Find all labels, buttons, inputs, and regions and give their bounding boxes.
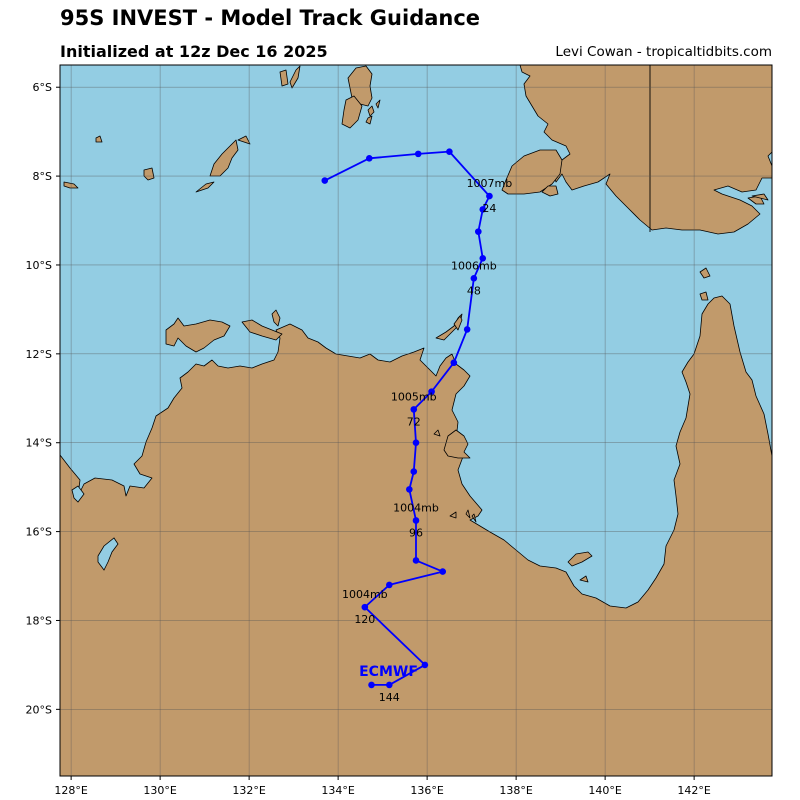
forecast-hour-label: 144 (379, 691, 400, 704)
track-point (414, 150, 422, 158)
pressure-label: 1006mb (451, 259, 497, 272)
track-point (368, 681, 375, 689)
track-point (428, 388, 435, 395)
track-point (412, 557, 420, 564)
lat-tick-label: 6°S (33, 81, 52, 94)
land-islet (699, 267, 711, 279)
track-point (486, 192, 493, 200)
track-point (406, 486, 413, 493)
land-islet (143, 167, 155, 181)
lake (97, 537, 119, 571)
track-point (365, 155, 373, 162)
lon-tick-label: 134°E (321, 784, 354, 797)
land-cobourg (241, 319, 283, 341)
land-islet (541, 185, 559, 197)
track-point (439, 568, 447, 575)
land-islet (195, 181, 215, 193)
forecast-hour-label: 48 (467, 284, 481, 297)
land-islet (449, 511, 457, 519)
land-islet (271, 309, 281, 327)
land-islet (433, 429, 441, 437)
lat-tick-label: 18°S (26, 614, 52, 627)
lat-tick-label: 14°S (26, 437, 52, 450)
pressure-label: 1005mb (391, 390, 437, 403)
map-frame (59, 64, 773, 777)
track-point (386, 581, 393, 589)
track-point (450, 359, 458, 367)
forecast-hour-label: 96 (409, 526, 423, 539)
lat-tick-label: 10°S (26, 259, 52, 272)
land-islet (375, 99, 381, 109)
forecast-hour-label: 24 (482, 202, 496, 215)
track-point (479, 255, 487, 262)
credit-text: Levi Cowan - tropicaltidbits.com (555, 44, 772, 60)
pressure-label: 1007mb (467, 177, 513, 190)
lon-tick-label: 142°E (677, 784, 710, 797)
forecast-hour-label: 72 (407, 415, 421, 428)
track-point (410, 468, 418, 475)
lon-tick-label: 138°E (499, 784, 532, 797)
land-islet (95, 135, 103, 143)
track-point (470, 275, 478, 282)
track-point (479, 206, 487, 213)
land-new-guinea (519, 65, 772, 235)
track-point (446, 148, 453, 155)
pressure-label: 1004mb (393, 501, 439, 514)
forecast-hour-label: 120 (354, 613, 375, 626)
track-point (321, 177, 329, 184)
land-aru-south (341, 95, 363, 129)
land-groote-eylandt (443, 429, 471, 459)
track-point (410, 406, 418, 413)
lat-tick-label: 12°S (26, 348, 52, 361)
ecmwf-track: 1007mb 24 1006mb 48 1005mb 72 1004mb 96 1004mb 12… (321, 148, 512, 704)
lat-tick-label: 8°S (33, 170, 52, 183)
land-tiwi-islands (165, 317, 231, 353)
land-islet (367, 105, 375, 117)
land-islet (237, 135, 251, 145)
lon-tick-label: 132°E (232, 784, 265, 797)
land-islet (279, 69, 289, 87)
land-islet (453, 315, 463, 331)
gridlines (60, 65, 772, 776)
track-line (324, 150, 491, 686)
lat-tick-label: 16°S (26, 526, 52, 539)
land-islet (465, 509, 471, 519)
land-mornington-island (567, 551, 593, 567)
track-point (386, 681, 393, 689)
land-islet (471, 513, 477, 523)
init-time-subtitle: Initialized at 12z Dec 16 2025 (60, 42, 328, 61)
lon-tick-label: 128°E (54, 784, 87, 797)
lat-tick-label: 20°S (26, 703, 52, 716)
land-islet (751, 193, 769, 201)
model-name-label: ECMWF (359, 664, 418, 680)
lon-tick-label: 136°E (410, 784, 443, 797)
pressure-label: 1004mb (342, 588, 388, 601)
track-point (361, 603, 369, 611)
land-tanimbar (209, 139, 239, 177)
track-point (412, 439, 420, 447)
track-point (463, 326, 471, 333)
land-islet (579, 575, 589, 583)
track-point (475, 228, 482, 235)
axis-ticks: 128°E 130°E 132°E 134°E 136°E 138°E 140°E 142°E… (26, 81, 711, 797)
land-kolepom-island (501, 149, 563, 195)
track-point (421, 661, 429, 669)
land-islet (699, 291, 709, 301)
chart-title: 95S INVEST - Model Track Guidance (60, 6, 481, 30)
land-islet (365, 115, 373, 125)
lon-tick-label: 140°E (588, 784, 621, 797)
lon-tick-label: 130°E (143, 784, 176, 797)
track-point (412, 517, 420, 524)
lake (71, 485, 85, 503)
